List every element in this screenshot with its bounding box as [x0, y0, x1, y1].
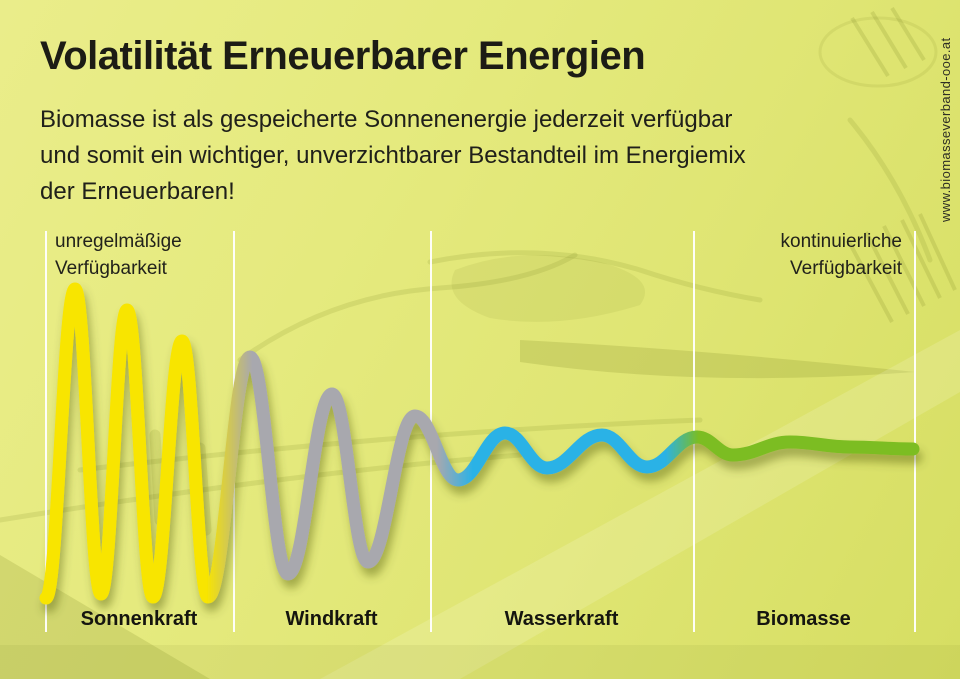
subtitle-line: Biomasse ist als gespeicherte Sonnenener…: [40, 106, 733, 133]
subtitle-line: und somit ein wichtiger, unverzichtbarer…: [40, 142, 746, 169]
label-irregular-availability: unregelmäßige Verfügbarkeit: [55, 228, 182, 282]
label-line: kontinuierliche: [780, 231, 902, 252]
label-continuous-availability: kontinuierliche Verfügbarkeit: [781, 228, 902, 282]
label-line: unregelmäßige: [55, 231, 182, 252]
subtitle-line: der Erneuerbaren!: [40, 178, 235, 205]
label-line: Verfügbarkeit: [790, 258, 902, 279]
page-title: Volatilität Erneuerbarer Energien: [40, 34, 646, 78]
label-line: Verfügbarkeit: [55, 258, 167, 279]
section-label-sonnenkraft: Sonnenkraft: [80, 608, 198, 630]
divider-line: [914, 231, 916, 632]
page-subtitle: Biomasse ist als gespeicherte Sonnenener…: [40, 102, 746, 210]
section-label-biomasse: Biomasse: [756, 608, 851, 630]
section-label-wasserkraft: Wasserkraft: [504, 608, 619, 630]
section-label-windkraft: Windkraft: [285, 608, 378, 630]
divider-line: [45, 231, 47, 632]
